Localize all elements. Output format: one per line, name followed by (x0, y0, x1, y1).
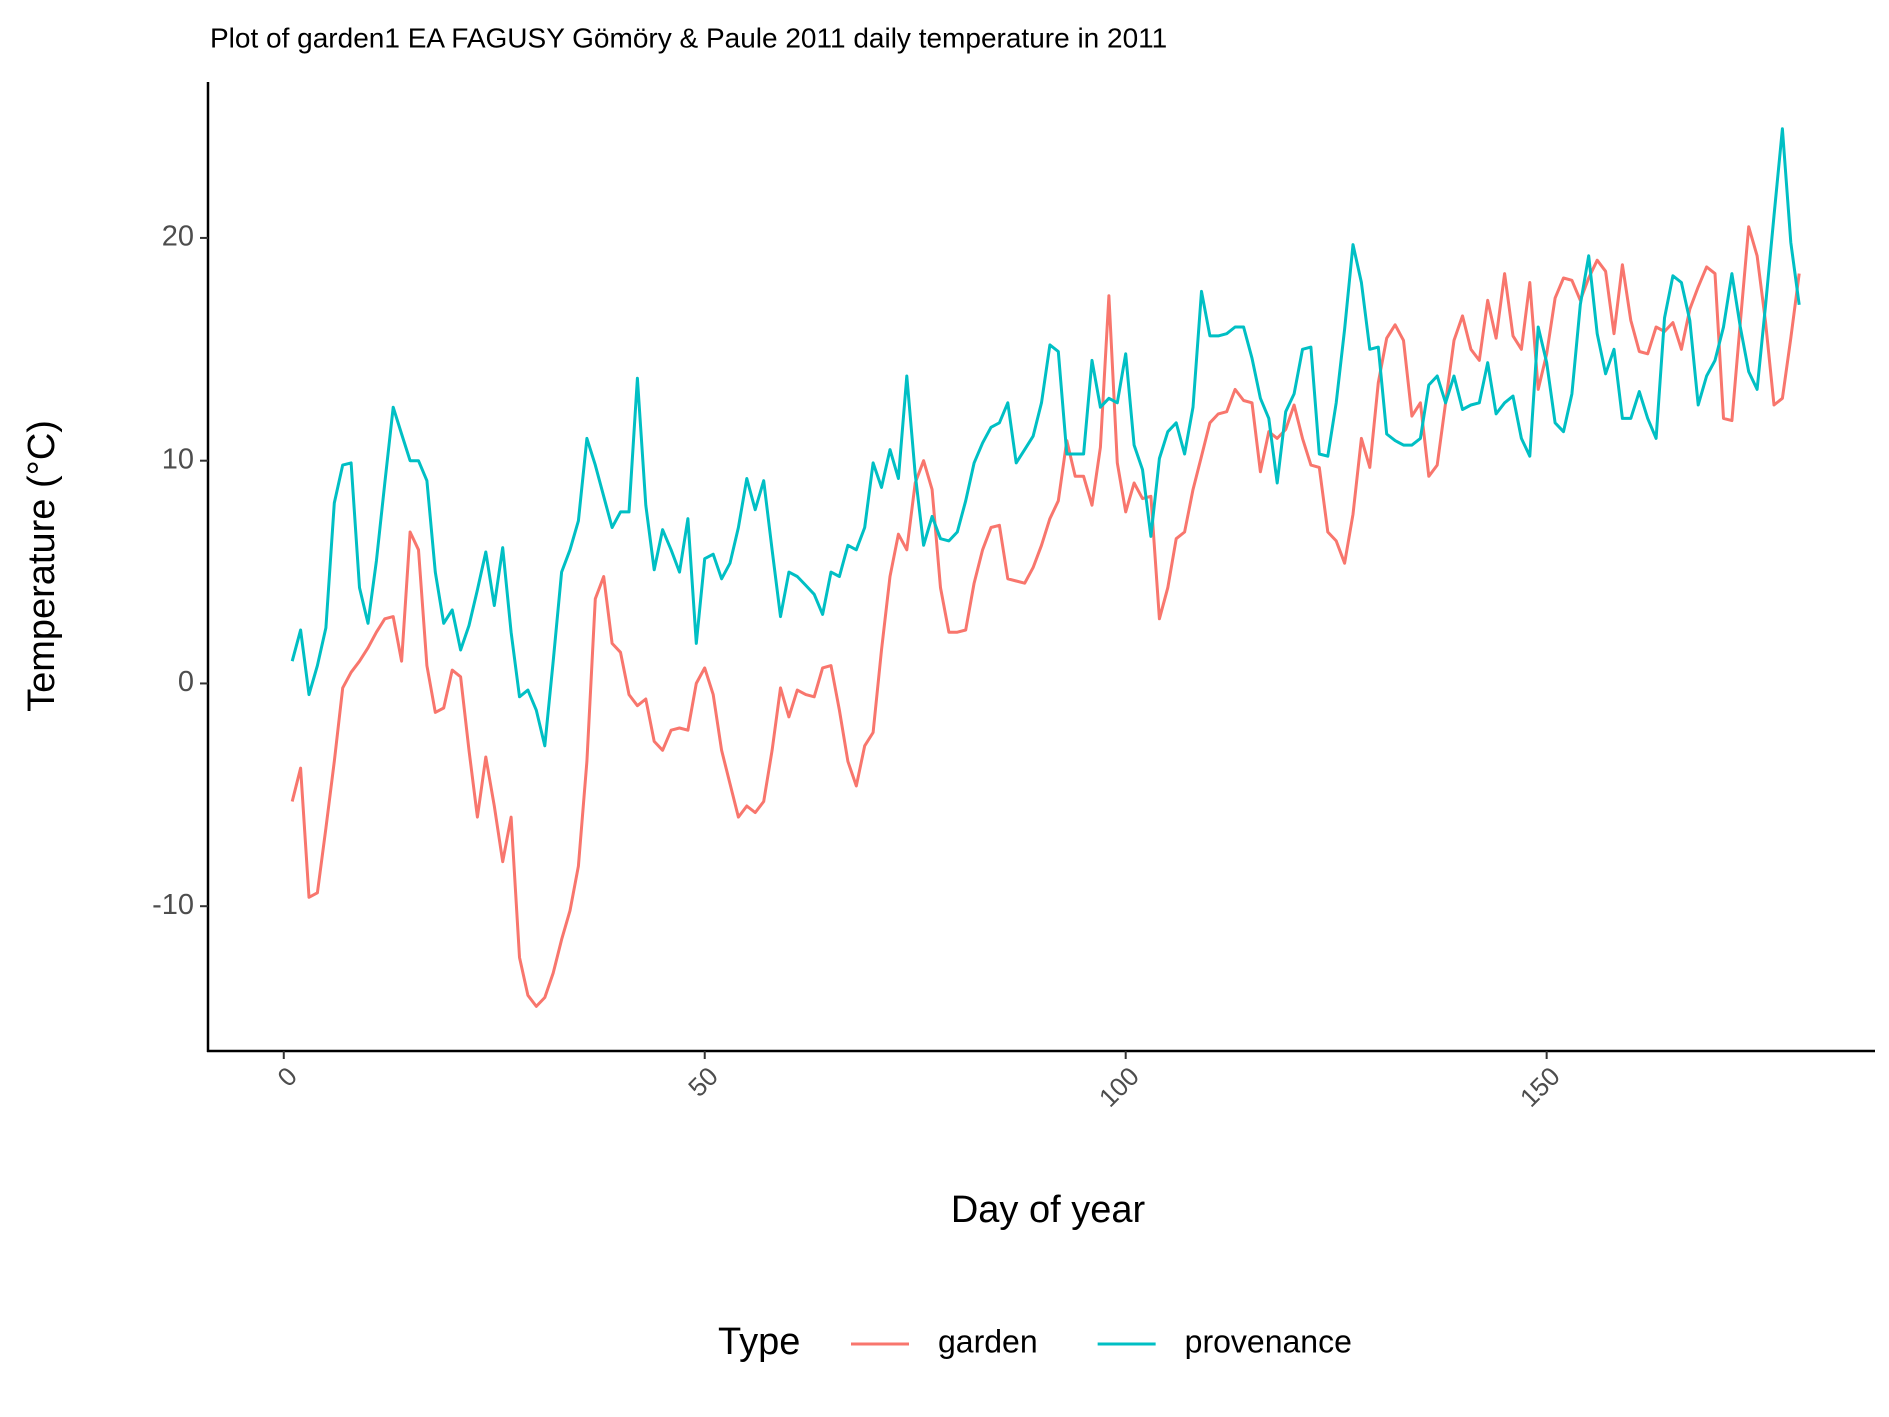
y-tick-label: 10 (162, 443, 194, 475)
chart-title: Plot of garden1 EA FAGUSY Gömöry & Paule… (210, 22, 1167, 53)
data-line (290, 225, 1801, 1008)
x-tick-label: 0 (271, 1061, 302, 1092)
legend-title: Type (718, 1321, 800, 1363)
legend-label: garden (938, 1323, 1038, 1359)
x-tick-label: 150 (1514, 1061, 1566, 1113)
y-tick-label: 0 (178, 666, 194, 698)
y-tick-label: -10 (152, 889, 194, 921)
legend-label: provenance (1185, 1323, 1352, 1359)
x-tick-label: 50 (682, 1061, 724, 1103)
y-tick-label: 20 (162, 221, 194, 253)
y-axis-label: Temperature (°C) (21, 420, 63, 712)
data-line (290, 127, 1801, 748)
x-tick-label: 100 (1093, 1061, 1145, 1113)
x-axis-label: Day of year (951, 1189, 1146, 1231)
